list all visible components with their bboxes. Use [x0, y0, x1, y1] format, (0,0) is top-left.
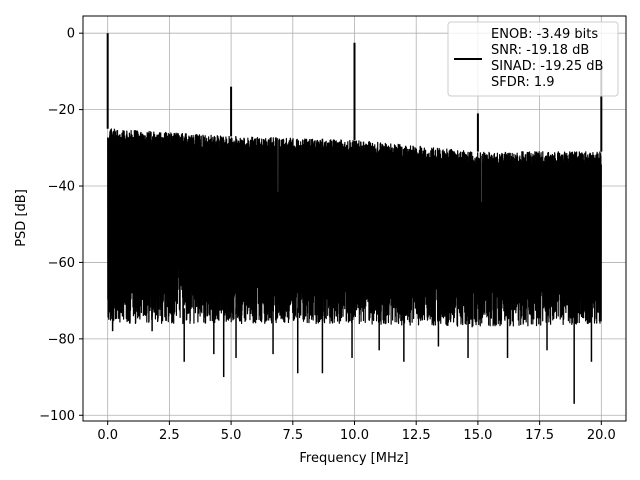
x-tick-label: 2.5	[159, 428, 180, 443]
legend-label: ENOB: -3.49 bits	[491, 27, 598, 42]
plot-area	[106, 33, 603, 404]
x-tick-label: 12.5	[402, 428, 431, 443]
x-tick-label: 7.5	[282, 428, 303, 443]
y-tick-label: −80	[48, 332, 75, 347]
x-tick-label: 15.0	[463, 428, 492, 443]
x-tick-label: 5.0	[221, 428, 242, 443]
legend-label: SFDR: 1.9	[491, 75, 555, 90]
y-tick-label: −40	[48, 180, 75, 195]
y-axis-label: PSD [dB]	[14, 189, 29, 247]
x-tick-label: 0.0	[97, 428, 118, 443]
y-tick-label: −100	[39, 409, 75, 424]
y-tick-label: 0	[67, 27, 75, 42]
y-tick-label: −20	[48, 103, 75, 118]
x-tick-label: 10.0	[340, 428, 369, 443]
legend-box	[447, 21, 619, 97]
x-tick-label: 20.0	[587, 428, 616, 443]
legend-label: SINAD: -19.25 dB	[491, 59, 603, 74]
x-tick-label: 17.5	[525, 428, 554, 443]
x-axis-label: Frequency [MHz]	[299, 451, 408, 466]
psd-line	[107, 128, 602, 328]
ticks: 0.0 2.5 5.0 7.5 10.0 12.5 15.0 17.5 20.0 0 −20 −40 −…	[39, 27, 616, 443]
legend-label: SNR: -19.18 dB	[491, 43, 589, 58]
y-tick-label: −60	[48, 256, 75, 271]
